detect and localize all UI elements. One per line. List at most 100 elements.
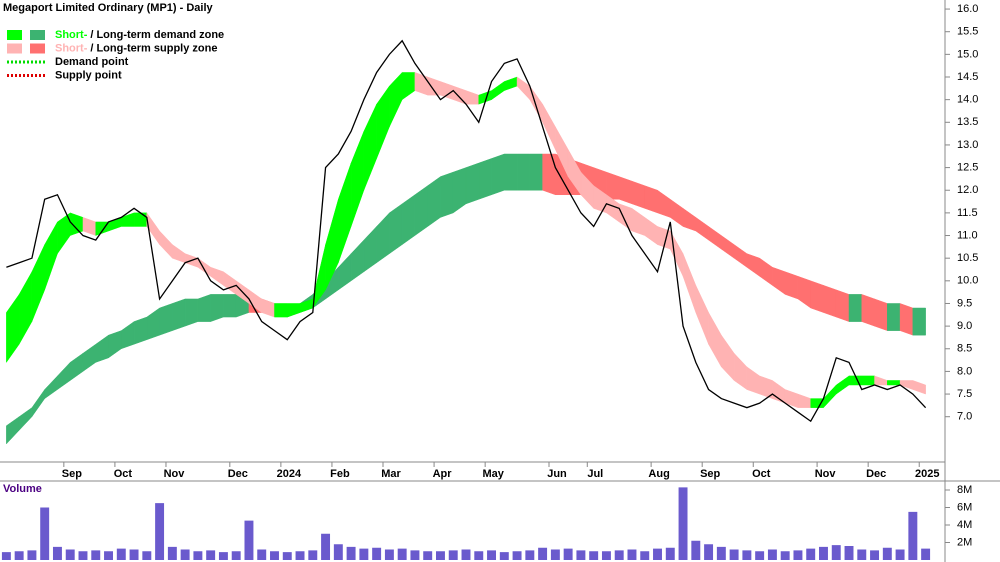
long-zone-segment bbox=[529, 153, 543, 191]
x-tick-label: Aug bbox=[648, 468, 669, 480]
y-tick-label: 10.0 bbox=[957, 275, 978, 287]
volume-bar bbox=[282, 552, 292, 560]
volume-bar bbox=[742, 550, 752, 560]
x-tick-label: 2024 bbox=[277, 468, 302, 480]
volume-tick-label: 4M bbox=[957, 519, 972, 531]
volume-bar bbox=[155, 503, 165, 560]
volume-bar bbox=[538, 547, 548, 560]
x-tick-label: Nov bbox=[815, 468, 837, 480]
volume-bar bbox=[129, 549, 139, 560]
volume-bar bbox=[474, 551, 484, 560]
long-zone-segment bbox=[389, 203, 403, 255]
volume-bar bbox=[729, 549, 739, 560]
legend-label: Supply point bbox=[55, 69, 122, 81]
volume-bar bbox=[435, 551, 445, 560]
short-zone-segment bbox=[274, 303, 288, 318]
long-zone-segment bbox=[606, 171, 620, 200]
volume-bar bbox=[780, 551, 790, 560]
legend-part: / bbox=[90, 42, 93, 54]
x-tick-label: Jul bbox=[587, 468, 603, 480]
chart-title: Megaport Limited Ordinary (MP1) - Daily bbox=[3, 2, 214, 14]
price-line bbox=[6, 39, 927, 423]
volume-bar bbox=[678, 487, 688, 560]
volume-bar bbox=[806, 548, 816, 560]
volume-title: Volume bbox=[3, 483, 42, 495]
long-zone-segment bbox=[784, 271, 799, 300]
volume-bar bbox=[180, 549, 190, 560]
volume-bar bbox=[921, 548, 931, 560]
long-zone-segment bbox=[848, 294, 863, 322]
legend-part: Short- bbox=[55, 29, 88, 41]
y-tick-label: 9.0 bbox=[957, 320, 972, 332]
long-zone-segment bbox=[478, 158, 492, 200]
y-tick-label: 13.5 bbox=[957, 116, 978, 128]
volume-bar bbox=[27, 550, 37, 560]
x-tick-label: May bbox=[482, 468, 504, 480]
volume-bar bbox=[716, 546, 726, 560]
long-zone-segment bbox=[210, 294, 224, 322]
volume-bar bbox=[614, 550, 624, 560]
volume-bar bbox=[857, 549, 867, 560]
volume-bar bbox=[1, 552, 11, 560]
volume-bar bbox=[448, 550, 458, 560]
volume-bar bbox=[755, 551, 765, 560]
short-zone-segment bbox=[861, 375, 875, 386]
volume-bar bbox=[653, 548, 662, 560]
y-tick-label: 11.0 bbox=[957, 229, 978, 241]
volume-bar bbox=[627, 549, 637, 560]
x-tick-label: Sep bbox=[700, 468, 720, 480]
long-zone-segment bbox=[491, 153, 505, 196]
volume-bar bbox=[423, 551, 433, 560]
volume-bar bbox=[78, 551, 88, 560]
volume-bar bbox=[793, 550, 803, 560]
volume-bar bbox=[65, 549, 75, 560]
long-zone-segment bbox=[184, 298, 199, 327]
volume-bar bbox=[550, 549, 560, 560]
legend-swatch bbox=[7, 30, 22, 40]
volume-bar bbox=[844, 546, 854, 560]
volume-tick-label: 2M bbox=[957, 536, 972, 548]
x-tick-label: Oct bbox=[114, 468, 133, 480]
volume-bar bbox=[767, 549, 777, 560]
volume-bar bbox=[499, 552, 509, 560]
volume-bar bbox=[384, 549, 394, 560]
volume-bar bbox=[372, 547, 382, 560]
y-tick-label: 8.0 bbox=[957, 365, 972, 377]
y-tick-label: 9.5 bbox=[957, 297, 972, 309]
y-tick-label: 7.5 bbox=[957, 388, 972, 400]
volume-bar bbox=[831, 545, 841, 560]
volume-bar bbox=[206, 550, 216, 560]
volume-bar bbox=[525, 550, 535, 560]
volume-bar bbox=[193, 551, 203, 560]
y-tick-label: 11.5 bbox=[957, 207, 978, 219]
short-zone-segment bbox=[887, 380, 901, 386]
volume-bar bbox=[665, 547, 675, 560]
volume-tick-label: 6M bbox=[957, 501, 972, 513]
long-zone-segment bbox=[159, 303, 173, 336]
y-tick-label: 12.0 bbox=[957, 184, 978, 196]
plot bbox=[6, 39, 927, 423]
volume-bar bbox=[270, 551, 279, 560]
y-tick-label: 14.5 bbox=[957, 71, 978, 83]
volume-bar bbox=[576, 550, 586, 560]
short-zone-segment bbox=[133, 212, 148, 227]
long-zone-segment bbox=[631, 180, 645, 209]
volume-bar bbox=[104, 551, 113, 560]
volume-bar bbox=[14, 551, 24, 560]
volume-bar bbox=[487, 550, 497, 560]
volume-bar bbox=[397, 548, 407, 560]
x-tick-label: Feb bbox=[330, 468, 350, 480]
legend-swatch bbox=[30, 43, 45, 54]
volume-bar bbox=[116, 548, 126, 560]
volume-bar bbox=[52, 546, 62, 560]
volume-bar bbox=[819, 546, 828, 560]
zones bbox=[6, 71, 926, 445]
y-tick-label: 13.0 bbox=[957, 139, 978, 151]
volume-bar bbox=[704, 544, 714, 560]
long-zone-segment bbox=[223, 294, 237, 318]
volume-bar bbox=[142, 551, 152, 560]
volume-bar bbox=[601, 551, 611, 560]
volume-bar bbox=[257, 549, 267, 560]
long-zone-segment bbox=[516, 153, 531, 191]
